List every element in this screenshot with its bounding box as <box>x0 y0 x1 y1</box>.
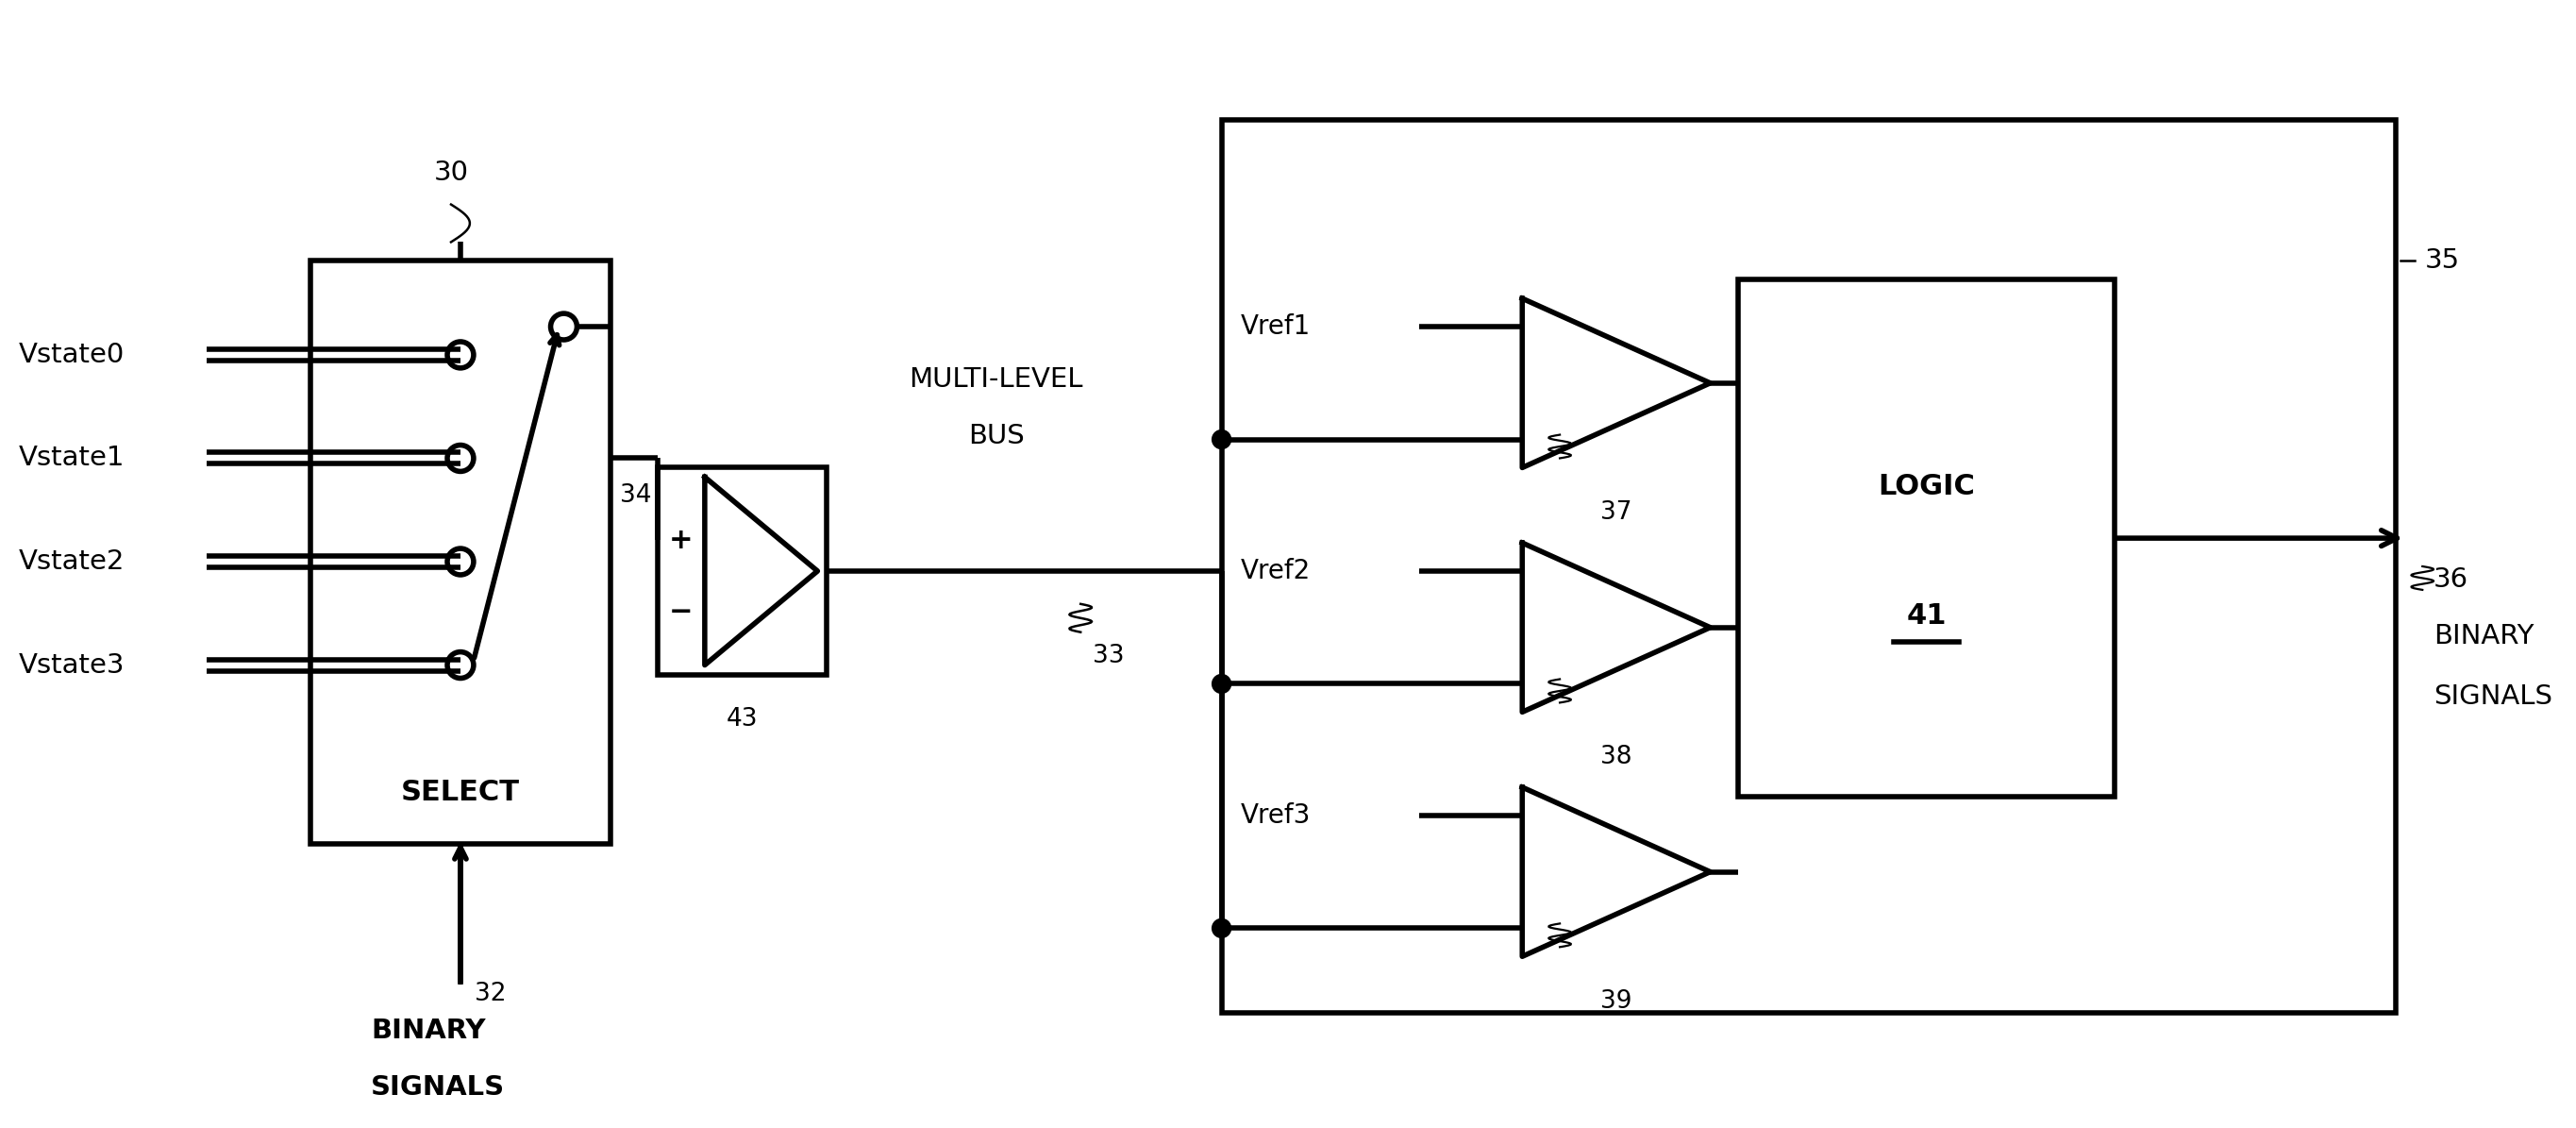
Text: 34: 34 <box>621 484 652 508</box>
Circle shape <box>1213 430 1231 449</box>
Text: SELECT: SELECT <box>402 778 520 807</box>
Text: Vstate3: Vstate3 <box>18 652 126 678</box>
Text: SIGNALS: SIGNALS <box>371 1074 505 1101</box>
Text: MULTI-LEVEL: MULTI-LEVEL <box>909 365 1082 393</box>
Text: Vref1: Vref1 <box>1242 314 1311 340</box>
Text: Vstate0: Vstate0 <box>18 342 124 368</box>
Text: 43: 43 <box>726 707 757 732</box>
Text: 39: 39 <box>1600 989 1633 1014</box>
Text: 41: 41 <box>1906 602 1947 629</box>
Text: Vstate1: Vstate1 <box>18 446 126 472</box>
Text: 33: 33 <box>1092 643 1126 668</box>
Text: Vstate2: Vstate2 <box>18 548 124 575</box>
Bar <box>1739 280 2115 796</box>
Text: +: + <box>670 527 693 554</box>
Text: −: − <box>670 599 693 626</box>
Text: Vref3: Vref3 <box>1242 802 1311 829</box>
Text: BINARY: BINARY <box>371 1017 487 1045</box>
Text: 36: 36 <box>2434 566 2468 593</box>
Text: 35: 35 <box>2424 248 2460 274</box>
Text: Vref2: Vref2 <box>1242 558 1311 584</box>
Text: 38: 38 <box>1600 744 1633 769</box>
Text: BUS: BUS <box>969 422 1025 449</box>
Text: 30: 30 <box>433 159 469 186</box>
Circle shape <box>1213 919 1231 937</box>
Bar <box>1221 120 2396 1013</box>
Text: LOGIC: LOGIC <box>1878 473 1976 500</box>
Text: BINARY: BINARY <box>2434 623 2535 650</box>
Bar <box>309 261 611 844</box>
Text: 37: 37 <box>1600 501 1633 526</box>
Bar <box>657 468 827 675</box>
Circle shape <box>1213 675 1231 694</box>
Text: SIGNALS: SIGNALS <box>2434 684 2553 711</box>
Text: 32: 32 <box>474 981 505 1006</box>
